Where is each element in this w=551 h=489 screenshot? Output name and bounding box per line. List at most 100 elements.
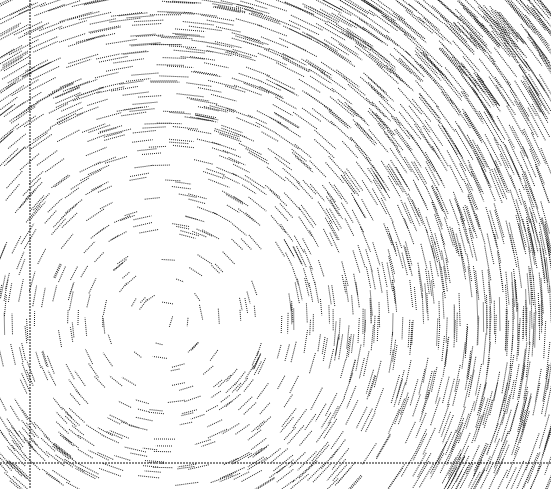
streak — [370, 325, 374, 351]
streak — [365, 97, 387, 118]
streak — [94, 251, 105, 263]
streak — [49, 116, 70, 128]
streak — [397, 396, 410, 425]
streak — [375, 433, 391, 459]
streak — [462, 108, 481, 137]
streak — [541, 379, 549, 414]
streak — [425, 187, 438, 212]
streak — [13, 20, 44, 36]
streak — [331, 448, 350, 470]
streak — [27, 443, 46, 461]
streak — [89, 18, 117, 25]
streak — [294, 144, 312, 158]
streak — [276, 83, 299, 97]
streak — [452, 379, 460, 407]
streak — [6, 170, 23, 189]
streak — [369, 298, 372, 324]
streak — [359, 76, 385, 99]
streak — [253, 305, 256, 318]
streak — [197, 87, 222, 93]
streak — [245, 365, 255, 379]
streak — [306, 59, 333, 76]
streak — [0, 3, 33, 20]
streak — [524, 185, 538, 223]
streak — [457, 0, 485, 28]
streak — [470, 471, 481, 489]
streak — [438, 301, 441, 327]
streak — [169, 141, 189, 145]
streak — [467, 195, 481, 230]
streak — [392, 313, 394, 336]
streak — [235, 35, 264, 45]
streak — [87, 98, 109, 106]
streak — [175, 181, 192, 185]
streak — [395, 166, 411, 191]
streak — [310, 441, 329, 463]
streak — [240, 238, 252, 250]
streak — [454, 364, 461, 393]
streak — [67, 11, 100, 21]
streak — [385, 64, 410, 89]
streak — [466, 254, 473, 282]
streak — [440, 411, 451, 437]
streak — [187, 342, 198, 353]
streak — [30, 65, 60, 81]
streak — [422, 357, 429, 384]
streak — [0, 0, 13, 7]
streak — [404, 421, 416, 445]
streak — [33, 128, 52, 141]
streak — [431, 245, 439, 277]
streak — [75, 467, 96, 480]
streak — [330, 120, 353, 142]
streak — [29, 195, 45, 212]
streak — [330, 439, 346, 460]
streak — [425, 229, 435, 258]
streak — [294, 282, 300, 304]
streak — [492, 62, 517, 97]
streak — [534, 311, 537, 348]
streak — [171, 363, 185, 368]
streak — [183, 11, 218, 17]
streak — [376, 0, 406, 21]
streak — [398, 59, 422, 83]
streak — [264, 184, 281, 199]
streak — [21, 372, 30, 392]
streak — [485, 207, 496, 240]
streak — [317, 334, 321, 353]
streak — [505, 271, 510, 305]
streak — [404, 247, 413, 277]
streak — [327, 285, 332, 305]
streak — [415, 53, 442, 81]
streak — [360, 0, 384, 15]
streak — [250, 183, 267, 196]
streak — [467, 370, 475, 398]
streak — [331, 36, 359, 56]
streak — [0, 284, 3, 299]
streak — [145, 294, 156, 302]
streak — [99, 201, 114, 210]
streak — [377, 123, 399, 149]
streak — [424, 283, 428, 313]
streak — [395, 128, 413, 151]
streak — [452, 40, 480, 72]
streak — [341, 261, 349, 287]
streak — [479, 382, 487, 411]
streak — [172, 223, 190, 227]
streak — [344, 101, 367, 122]
streak — [129, 42, 162, 46]
streak — [29, 201, 46, 221]
streak — [444, 127, 464, 158]
streak — [408, 105, 431, 134]
streak — [461, 3, 490, 33]
streak — [315, 403, 327, 422]
streak — [429, 453, 445, 479]
streak — [166, 65, 194, 68]
streak — [541, 217, 551, 253]
streak — [457, 21, 486, 53]
streak — [476, 157, 492, 188]
streak — [387, 175, 401, 198]
streak — [1, 61, 31, 80]
streak — [256, 416, 272, 431]
streak — [516, 459, 531, 489]
streak — [124, 106, 149, 111]
